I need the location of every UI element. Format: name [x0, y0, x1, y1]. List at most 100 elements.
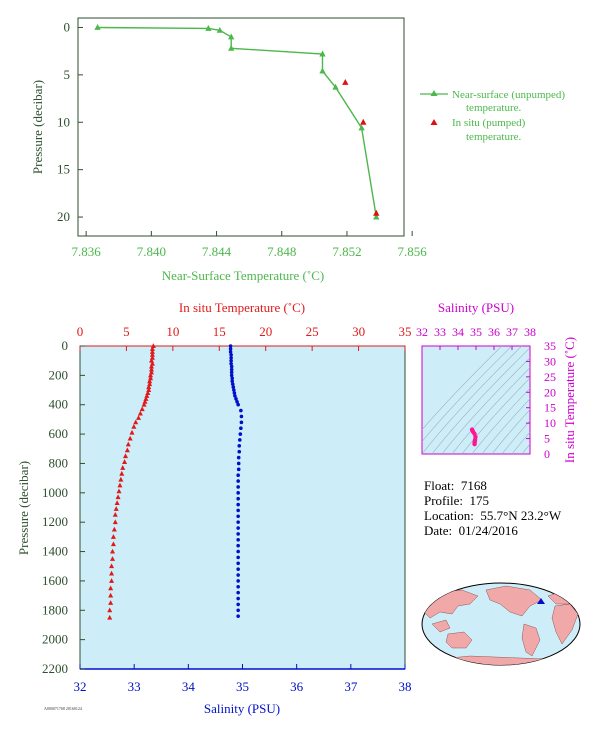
- temperature-profile-point: [149, 352, 155, 357]
- temperature-profile-point: [107, 607, 113, 613]
- float-info-panel: Float: 7168 Profile: 175 Location: 55.7°…: [424, 478, 561, 538]
- legend-marker-near-surface: [430, 90, 438, 96]
- float-value: 7168: [460, 478, 487, 493]
- top-y-tick-label: 10: [57, 114, 70, 129]
- salinity-profile-point: [236, 555, 240, 560]
- profile-bottom-tick-label: 37: [344, 679, 358, 694]
- temperature-profile-point: [115, 494, 121, 500]
- profile-y-tick-label: 400: [49, 397, 69, 412]
- salinity-profile-point: [228, 344, 233, 348]
- salinity-profile-point: [236, 479, 240, 483]
- top-y-tick-label: 20: [57, 209, 70, 224]
- profile-top-tick-label: 30: [352, 324, 365, 339]
- temperature-profile-point: [112, 512, 118, 517]
- temperature-profile-point: [125, 441, 131, 447]
- salinity-profile-point: [236, 590, 240, 595]
- profile-top-axis-label: In situ Temperature (˚C): [179, 300, 305, 315]
- salinity-profile-point: [236, 467, 241, 472]
- salinity-profile-point: [234, 397, 238, 401]
- salinity-profile-point: [229, 361, 233, 366]
- salinity-profile-point: [239, 414, 244, 419]
- top-y-tick-label: 0: [64, 19, 71, 34]
- ts-isopycnal-line: [471, 387, 530, 454]
- ts-isopycnal-line: [441, 357, 530, 454]
- salinity-profile-point: [229, 364, 234, 369]
- location-label: Location:: [424, 508, 474, 523]
- ts-top-tick-label: 32: [416, 325, 428, 339]
- profile-y-tick-label: 2200: [42, 661, 68, 676]
- salinity-profile-point: [236, 496, 240, 501]
- salinity-profile-point: [235, 399, 239, 404]
- salinity-profile-point: [239, 408, 243, 413]
- map-land-antarctica: [422, 655, 580, 665]
- temperature-profile-point: [109, 578, 115, 583]
- top-legend: Near-surface (unpumped) temperature. In …: [420, 89, 565, 143]
- salinity-profile-point: [236, 602, 240, 607]
- profile-top-tick-label: 35: [399, 324, 412, 339]
- temperature-profile-point: [129, 429, 135, 435]
- location-info-row: Location: 55.7°N 23.2°W: [424, 508, 561, 523]
- profile-top-tick-label: 0: [77, 324, 84, 339]
- temperature-profile-point: [108, 600, 114, 605]
- salinity-profile-point: [237, 438, 242, 442]
- ts-isopycnal-line: [491, 409, 530, 454]
- ts-top-tick-label: 34: [452, 325, 464, 339]
- ts-point: [472, 441, 477, 447]
- temperature-profile-point: [137, 410, 143, 416]
- ts-top-axis-label: Salinity (PSU): [438, 300, 514, 315]
- near-surface-temperature-line: [97, 26, 377, 218]
- salinity-profile-point: [229, 373, 234, 378]
- salinity-profile-point: [229, 355, 233, 360]
- salinity-profile-point: [232, 391, 237, 395]
- salinity-profile-point: [229, 370, 234, 375]
- ts-right-tick-label: 20: [544, 385, 556, 399]
- insitu-pumped-temperature-point: [373, 209, 380, 216]
- profile-label: Profile:: [424, 493, 463, 508]
- ts-top-tick-label: 38: [524, 325, 536, 339]
- float-info-row: Float: 7168: [424, 478, 561, 493]
- temperature-profile-point: [131, 423, 137, 429]
- ts-isopycnal-line: [431, 347, 530, 454]
- profile-y-tick-label: 2000: [42, 632, 68, 647]
- salinity-profile-point: [230, 376, 235, 381]
- salinity-profile-point: [236, 579, 240, 583]
- salinity-profile-point: [238, 432, 243, 436]
- ts-right-tick-label: 30: [544, 354, 556, 368]
- temperature-profile-point: [108, 592, 114, 598]
- salinity-profile-point: [229, 358, 233, 363]
- profile-value: 175: [469, 493, 490, 508]
- ts-isopycnal-line: [422, 346, 523, 454]
- ts-isopycnal-line: [511, 431, 530, 454]
- profile-y-tick-label: 800: [49, 455, 69, 470]
- near-surface-temperature-chart: 7.836 7.840 7.844 7.848 7.852 7.856 05101520 …: [30, 17, 565, 283]
- profile-top-tick-label: 10: [166, 324, 179, 339]
- ts-top-tick-label: 36: [488, 325, 500, 339]
- salinity-profile-point: [230, 379, 235, 384]
- salinity-profile-point: [229, 367, 234, 372]
- temperature-profile-point: [133, 419, 139, 425]
- temperature-profile-point: [109, 548, 116, 554]
- salinity-profile-point: [236, 532, 240, 536]
- profile-y-tick-label: 1400: [42, 544, 68, 559]
- salinity-profile-point: [236, 461, 241, 466]
- temperature-profile-point: [127, 435, 133, 441]
- top-plot-frame: [77, 17, 405, 237]
- date-value: 01/24/2016: [458, 523, 518, 538]
- salinity-profile-point: [233, 394, 237, 398]
- salinity-profile-point: [236, 538, 240, 542]
- temperature-profile-point: [148, 366, 155, 372]
- salinity-profile-point: [236, 485, 240, 489]
- near-surface-temperature-point: [319, 50, 326, 57]
- map-land-africa: [551, 603, 579, 645]
- ts-right-tick-label: 10: [544, 416, 556, 430]
- profile-bottom-tick-label: 38: [399, 679, 412, 694]
- temperature-profile-point: [148, 372, 154, 378]
- insitu-pumped-temperature-point: [342, 78, 349, 85]
- top-x-tick-label: 7.852: [332, 244, 361, 259]
- temperature-profile-point: [122, 453, 129, 459]
- temperature-profile-point: [110, 541, 116, 547]
- location-value: 55.7°N 23.2°W: [480, 508, 562, 523]
- float-label: Float:: [424, 478, 455, 493]
- salinity-profile-point: [230, 382, 235, 386]
